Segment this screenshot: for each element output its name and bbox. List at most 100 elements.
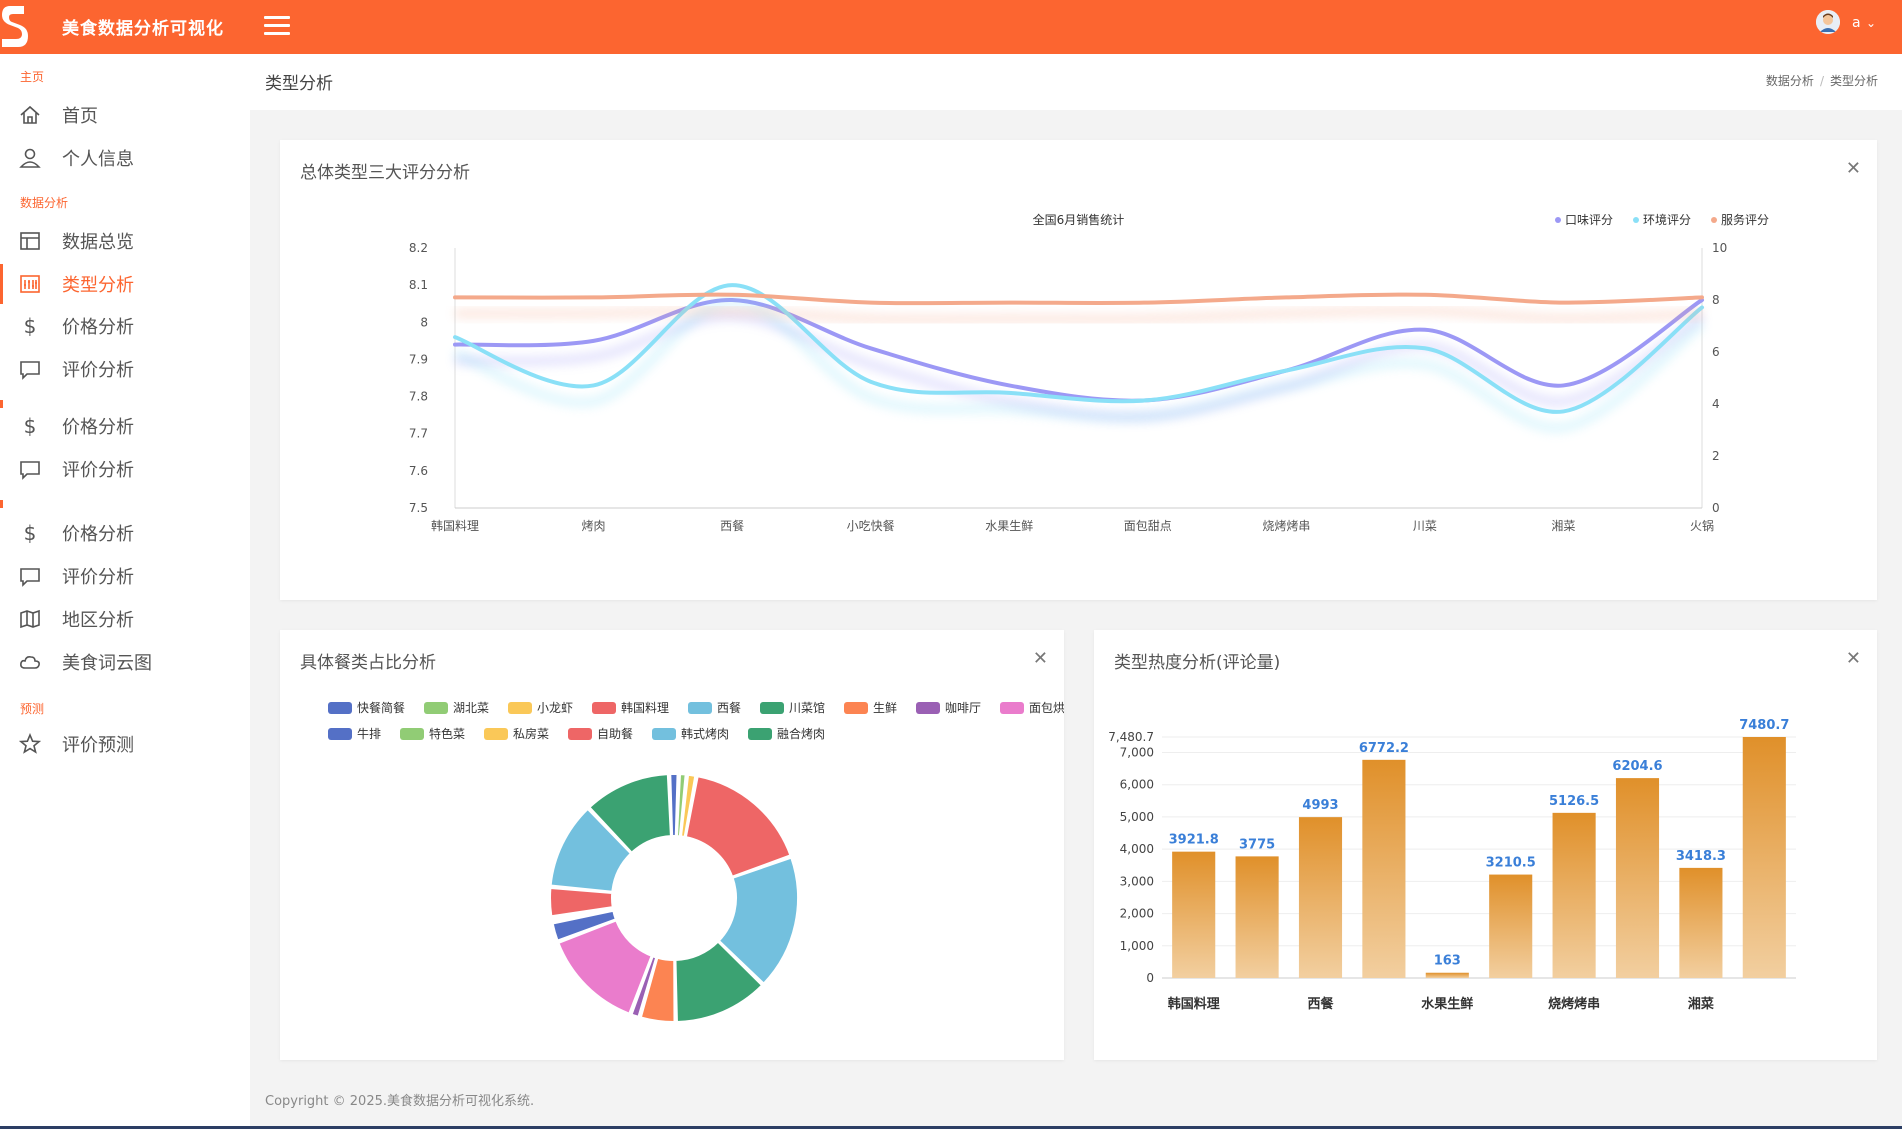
legend-label: 自助餐 xyxy=(597,726,633,741)
section-label-predict: 预测 xyxy=(20,702,45,716)
breadcrumb-item[interactable]: 数据分析 xyxy=(1765,74,1814,88)
y2-tick-label: 2 xyxy=(1712,449,1720,463)
x-tick-label: 川菜 xyxy=(1413,519,1437,533)
series-shadow xyxy=(454,305,1703,325)
active-indicator xyxy=(0,264,3,304)
sidebar-item-price-analysis[interactable]: $ 价格分析 xyxy=(0,306,250,346)
legend-label: 口味评分 xyxy=(1565,213,1613,227)
bar xyxy=(1552,812,1596,978)
user-name[interactable]: a xyxy=(1852,15,1861,31)
home-icon xyxy=(18,103,42,127)
y-tick-label: 5,000 xyxy=(1120,810,1154,824)
legend-label: 环境评分 xyxy=(1643,212,1691,227)
bar xyxy=(1362,759,1406,978)
legend-marker xyxy=(688,702,712,714)
x-tick-label: 小吃快餐 xyxy=(847,518,895,533)
y-tick-label: 7.7 xyxy=(409,427,428,441)
legend-label: 湖北菜 xyxy=(453,700,489,715)
sidebar-item-label: 价格分析 xyxy=(62,417,134,438)
x-tick-label: 火锅 xyxy=(1690,518,1714,533)
bar xyxy=(1425,972,1469,978)
legend-label: 牛排 xyxy=(357,726,381,741)
page-title: 类型分析 xyxy=(265,74,333,94)
bar-value-label: 3775 xyxy=(1239,837,1275,852)
bar-value-label: 7480.7 xyxy=(1739,718,1789,733)
y2-tick-label: 4 xyxy=(1712,397,1720,411)
comment-icon xyxy=(18,357,42,381)
sidebar-item-wordcloud[interactable]: 美食词云图 xyxy=(0,642,250,682)
layout-icon xyxy=(18,229,42,253)
user-avatar[interactable] xyxy=(1816,10,1840,34)
x-tick-label: 韩国料理 xyxy=(431,518,479,533)
line-chart: 全国6月销售统计 口味评分 环境评分 服务评分 8.2 8.1 8 7.9 7.8 7.7 7.6 7… xyxy=(409,212,1769,533)
legend-marker xyxy=(508,702,532,714)
legend-label: 私房菜 xyxy=(513,726,549,741)
section-label-home: 主页 xyxy=(20,70,45,84)
equalizer-icon xyxy=(18,272,42,296)
close-icon[interactable]: ✕ xyxy=(1845,648,1861,669)
breadcrumb: 数据分析 / 类型分析 xyxy=(1765,74,1878,88)
sidebar-item-label: 评价分析 xyxy=(62,567,134,588)
x-tick-label: 湘菜 xyxy=(1688,996,1714,1012)
page-header: 类型分析 数据分析 / 类型分析 xyxy=(250,54,1902,110)
bar xyxy=(1489,874,1533,978)
legend-marker xyxy=(1633,217,1639,223)
bottom-border xyxy=(0,1126,1902,1129)
chevron-down-icon[interactable]: ⌄ xyxy=(1866,16,1877,30)
close-icon[interactable]: ✕ xyxy=(1032,648,1048,669)
pie-slice xyxy=(639,956,676,1023)
legend-marker xyxy=(328,728,352,740)
section-marker xyxy=(0,400,3,408)
sidebar-item-review-prediction[interactable]: 评价预测 xyxy=(0,724,250,764)
sidebar-item-region-analysis[interactable]: 地区分析 xyxy=(0,599,250,639)
x-tick-label: 水果生鲜 xyxy=(985,519,1033,533)
legend-marker xyxy=(592,702,616,714)
y-tick-label: 4,000 xyxy=(1120,842,1154,856)
bar-value-label: 3418.3 xyxy=(1676,849,1726,864)
pie-slice xyxy=(674,940,764,1023)
x-tick-label: 湘菜 xyxy=(1551,518,1575,533)
y-tick-label: 3,000 xyxy=(1120,874,1154,888)
legend-marker xyxy=(748,728,772,740)
dollar-icon: $ xyxy=(23,314,37,338)
app-logo-icon xyxy=(2,6,28,47)
sidebar-item-label: 评价分析 xyxy=(62,460,134,481)
y-tick-label: 7.8 xyxy=(409,390,428,404)
y-tick-label: 7,480.7 xyxy=(1108,730,1154,744)
bar-chart: 0 1,000 2,000 3,000 4,000 5,000 6,000 7,0007,48… xyxy=(1108,718,1796,1012)
sidebar-item-overview[interactable]: 数据总览 xyxy=(0,221,250,261)
sidebar-item-price-analysis[interactable]: $ 价格分析 xyxy=(0,406,250,446)
y-tick-label: 7.6 xyxy=(409,464,428,478)
sidebar-item-label: 评价分析 xyxy=(62,360,134,381)
bar-value-label: 4993 xyxy=(1302,798,1338,813)
x-tick-label: 烧烤烤串 xyxy=(1262,518,1310,533)
sidebar-item-price-analysis[interactable]: $ 价格分析 xyxy=(0,513,250,553)
sidebar-item-label: 评价预测 xyxy=(62,735,134,756)
y-tick-label: 8.1 xyxy=(409,278,428,292)
legend-marker xyxy=(568,728,592,740)
bar xyxy=(1235,856,1279,978)
map-icon xyxy=(18,607,42,631)
legend-label: 服务评分 xyxy=(1721,212,1769,227)
pie-slice xyxy=(588,773,672,854)
sidebar-item-type-analysis[interactable]: 类型分析 xyxy=(0,264,250,304)
card-bar-chart: 类型热度分析(评论量) ✕ 0 1,000 2,000 3,000 4,000 5,000… xyxy=(1094,630,1877,1060)
sidebar-item-review-analysis[interactable]: 评价分析 xyxy=(0,556,250,596)
y-tick-label: 1,000 xyxy=(1120,939,1154,953)
sidebar-item-label: 个人信息 xyxy=(62,149,134,170)
pie-slice xyxy=(676,773,687,838)
sidebar-item-profile[interactable]: 个人信息 xyxy=(0,138,250,178)
sidebar-item-home[interactable]: 首页 xyxy=(0,95,250,135)
close-icon[interactable]: ✕ xyxy=(1845,158,1861,179)
menu-toggle-icon[interactable] xyxy=(264,16,290,38)
pie-slice xyxy=(630,955,658,1018)
legend-label: 生鲜 xyxy=(873,701,897,715)
x-tick-label: 西餐 xyxy=(1307,996,1334,1012)
sidebar-item-label: 价格分析 xyxy=(62,317,134,338)
legend-marker xyxy=(400,728,424,740)
footer-copyright: Copyright © 2025.美食数据分析可视化系统. xyxy=(265,1094,535,1109)
top-bar: 美食数据分析可视化 a ⌄ xyxy=(0,0,1902,54)
sidebar-item-review-analysis[interactable]: 评价分析 xyxy=(0,449,250,489)
sidebar-item-review-analysis[interactable]: 评价分析 xyxy=(0,349,250,389)
legend-label: 西餐 xyxy=(717,700,741,715)
